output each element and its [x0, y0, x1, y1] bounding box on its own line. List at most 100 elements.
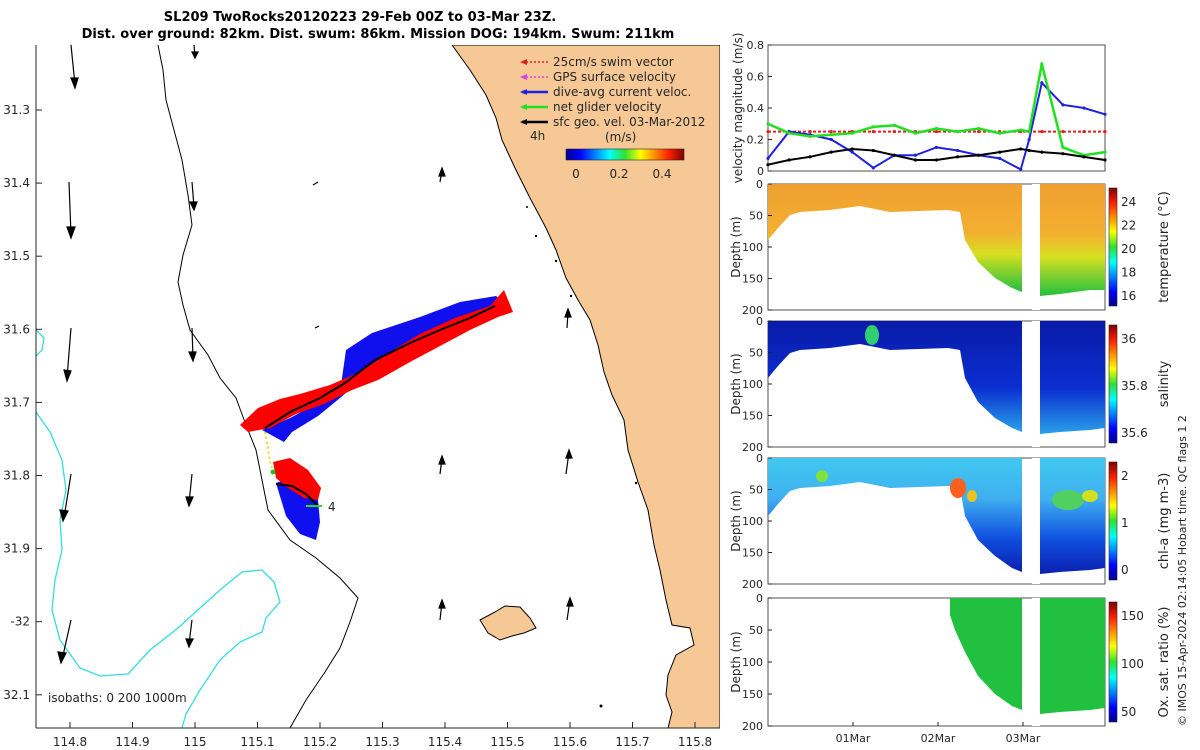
depth-label: Depth (m): [729, 353, 743, 414]
depth-tick: 0: [756, 452, 763, 465]
depth-tick: 0: [756, 178, 763, 191]
velocity-point: [998, 150, 1002, 154]
velocity-point: [934, 130, 939, 134]
colorbar-tick: 20: [1121, 242, 1136, 256]
velocity-ytick: 0.8: [747, 39, 765, 52]
track-end-label: 4: [328, 500, 336, 514]
colorbar-tick: 36: [1121, 332, 1136, 346]
velocity-ylabel: velocity magnitude (m/s): [731, 33, 745, 184]
velocity-point: [1103, 130, 1107, 134]
velocity-ytick: 0.6: [747, 71, 765, 84]
velocity-point: [871, 125, 875, 129]
velocity-point: [871, 130, 875, 134]
velocity-point: [1103, 112, 1107, 116]
legend-label: net glider velocity: [553, 100, 661, 114]
velocity-line: [767, 63, 1106, 157]
map-xtick-label: 115.2: [303, 735, 337, 749]
velocity-point: [892, 130, 896, 134]
depth-tick: 50: [749, 624, 763, 637]
title-line-1: SL209 TwoRocks20120223 29-Feb 00Z to 03-…: [164, 10, 556, 25]
colorbar-label: chl-a (mg m-3): [1157, 473, 1172, 570]
colorbar-label: Ox. sat. ratio (%): [1157, 607, 1172, 718]
map-ytick-label: 32.1: [3, 688, 30, 702]
velocity-ytick: 0.4: [747, 102, 765, 115]
depth-tick: 150: [742, 273, 763, 286]
title-line-2: Dist. over ground: 82km. Dist. swum: 86k…: [82, 27, 675, 42]
map-xtick-label: 115: [184, 735, 207, 749]
depth-tick: 100: [742, 378, 763, 391]
colorbar-tick: 35.6: [1121, 426, 1148, 440]
colorbar-title: (m/s): [605, 130, 636, 144]
map-ytick-label: -32: [10, 615, 30, 629]
velocity-point: [1061, 103, 1065, 107]
velocity-point: [871, 166, 875, 170]
map-xtick-label: 115.7: [615, 735, 649, 749]
depth-tick: 150: [742, 547, 763, 560]
depth-tick: 0: [756, 592, 763, 605]
velocity-point: [829, 133, 833, 137]
track-blue-band: [262, 296, 508, 442]
velocity-line: [767, 80, 1106, 171]
colorbar-tick: 2: [1121, 469, 1129, 483]
depth-tick: 50: [749, 210, 763, 223]
time-label: 4h: [530, 129, 545, 143]
map-xtick-label: 115.6: [553, 735, 587, 749]
velocity-point: [1040, 150, 1044, 154]
speed-colorbar-tick: 0: [572, 167, 580, 181]
colorbar-tick: 100: [1121, 657, 1144, 671]
track-red-band-2: [273, 458, 321, 500]
chlorophyll-panel: 0 50 100 150 200 Depth (m): [729, 452, 1106, 591]
depth-label: Depth (m): [729, 490, 743, 551]
depth-tick: 150: [742, 410, 763, 423]
isobath-1000m-b: [36, 411, 281, 728]
colorbar-tick: 150: [1121, 609, 1144, 623]
depth-tick: 100: [742, 515, 763, 528]
velocity-point: [808, 130, 812, 134]
legend-label: sfc geo. vel. 03-Mar-2012: [553, 115, 705, 129]
oxygen-field-2: [1040, 598, 1105, 714]
velocity-point: [766, 163, 770, 167]
velocity-point: [998, 131, 1002, 135]
salinity-panel: 0 50 100 150 200 Depth (m): [729, 315, 1106, 454]
map-ytick-label: 31.8: [3, 469, 30, 483]
velocity-point: [766, 130, 770, 134]
colorbar-tick: 16: [1121, 289, 1136, 303]
velocity-point: [892, 153, 896, 157]
velocity-point: [892, 123, 896, 127]
velocity-point: [787, 131, 791, 135]
map-xtick-label: 115.1: [240, 735, 274, 749]
velocity-point: [977, 126, 981, 131]
gps-dotted: [264, 431, 275, 475]
velocity-point: [1061, 130, 1065, 134]
velocity-ytick: 0.2: [747, 134, 765, 147]
map-xticks: 114.8 114.9 115 115.1 115.2 115.3 115.4 115.5 11…: [53, 722, 712, 749]
chlorophyll-field-2: [1040, 458, 1105, 574]
velocity-point: [955, 148, 960, 153]
colorbar-tick: 0: [1121, 563, 1129, 577]
velocity-point: [1027, 137, 1031, 142]
salinity-feature: [865, 325, 879, 345]
legend-entry: dive-avg current veloc.: [520, 85, 691, 99]
credit-line: © IMOS 15-Apr-2024 02:14:05 Hobart time.…: [1176, 415, 1189, 726]
section-colorbar: [1108, 461, 1118, 581]
salinity-field-2: [1040, 321, 1105, 434]
colorbar-label: temperature (°C): [1157, 191, 1172, 303]
oxygen-field: [950, 598, 1022, 710]
velocity-point: [766, 122, 770, 126]
legend-label: 25cm/s swim vector: [553, 55, 674, 69]
velocity-series: [766, 62, 1107, 172]
velocity-point: [1082, 106, 1086, 110]
isobath-200m: [157, 45, 359, 728]
velocity-point: [808, 155, 812, 159]
legend-entry: GPS surface velocity: [520, 70, 676, 84]
section-colorbar: [1108, 601, 1118, 723]
velocity-point: [1019, 128, 1023, 132]
speed-colorbar-ticks: 0 0.2 0.4: [572, 167, 671, 181]
velocity-yticks: 0 0.2 0.4 0.6 0.8: [747, 39, 772, 178]
time-tick: 02Mar: [921, 732, 956, 745]
colorbar-tick: 24: [1121, 195, 1136, 209]
velocity-point: [808, 134, 812, 138]
